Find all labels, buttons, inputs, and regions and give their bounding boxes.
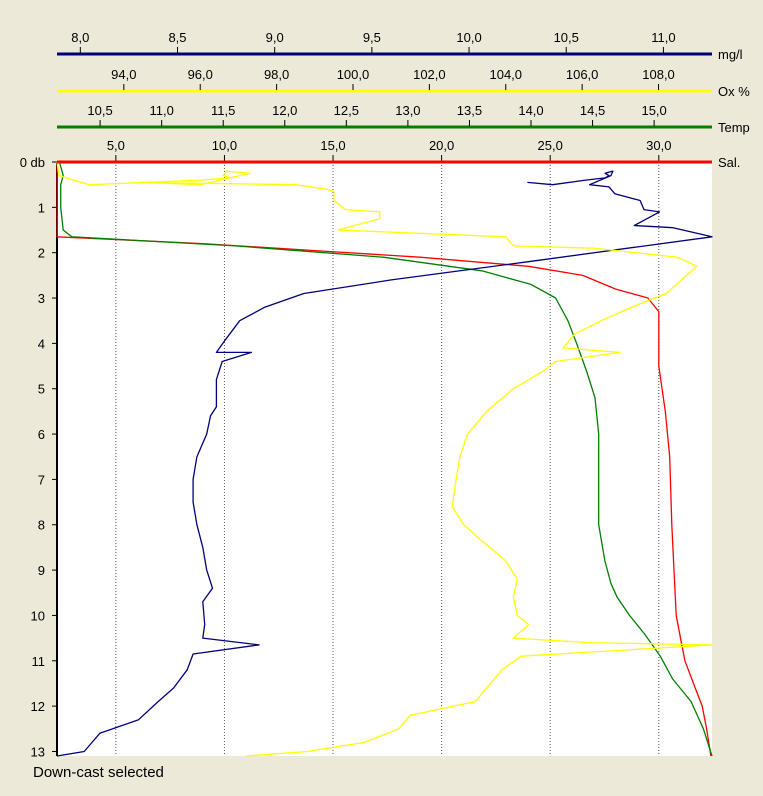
y-tick-label: 1 [38,200,45,215]
x-tick-label-ox: 94,0 [111,67,136,82]
x-tick-label-mgl: 9,0 [266,30,284,45]
x-tick-label-temp: 15,0 [641,103,666,118]
y-tick-label: 12 [31,699,45,714]
x-tick-label-mgl: 8,5 [168,30,186,45]
series-line-temp [58,161,713,757]
x-tick-label-ox: 108,0 [642,67,675,82]
x-tick-label-ox: 104,0 [489,67,522,82]
x-tick-label-mgl: 8,0 [71,30,89,45]
x-tick-label-sal: 5,0 [107,138,125,153]
axis-unit-label-ox: Ox % [718,84,750,99]
status-text: Down-cast selected [33,764,164,781]
y-tick-label: 10 [31,608,45,623]
x-tick-label-ox: 96,0 [188,67,213,82]
x-tick-label-temp: 12,0 [272,103,297,118]
y-tick-label: 11 [32,654,46,669]
x-tick-label-sal: 15,0 [320,138,345,153]
x-tick-label-temp: 13,0 [395,103,420,118]
x-tick-label-temp: 14,0 [518,103,543,118]
x-tick-label-mgl: 11,0 [651,30,675,45]
x-tick-label-temp: 10,5 [87,103,112,118]
x-tick-label-sal: 25,0 [538,138,563,153]
axis-unit-label-sal: Sal. [718,155,740,170]
y-tick-label: 9 [38,563,45,578]
y-tick-label: 3 [38,291,45,306]
x-tick-label-temp: 11,0 [149,103,173,118]
y-tick-label: 6 [38,427,45,442]
chart-svg: 8,0 8,5 9,0 9,5 10,0 10,5 11,0 mg/l 94,0 96,0 98,0… [20,30,751,759]
y-tick-label: 2 [38,246,45,261]
y-tick-label: 0 db [20,155,45,170]
x-tick-label-ox: 98,0 [264,67,289,82]
y-tick-label: 7 [38,472,45,487]
axis-unit-label-mgl: mg/l [718,47,743,62]
series-line-sal [56,162,712,757]
plot-area [57,162,712,756]
axis-unit-label-temp: Temp [718,120,750,135]
x-tick-label-temp: 12,5 [334,103,359,118]
y-tick-label: 13 [31,744,45,759]
x-tick-label-temp: 11,5 [211,103,235,118]
series-line-mgl [56,170,713,757]
series-line-ox [56,161,713,757]
x-tick-label-sal: 20,0 [429,138,454,153]
x-tick-label-sal: 10,0 [212,138,237,153]
x-tick-label-temp: 13,5 [457,103,482,118]
x-tick-label-ox: 106,0 [566,67,599,82]
x-tick-label-ox: 102,0 [413,67,446,82]
x-tick-label-sal: 30,0 [646,138,671,153]
x-tick-label-mgl: 10,0 [456,30,481,45]
y-tick-label: 4 [38,336,45,351]
y-tick-label: 5 [38,382,45,397]
x-tick-label-mgl: 9,5 [363,30,381,45]
x-tick-label-temp: 14,5 [580,103,605,118]
x-tick-label-ox: 100,0 [337,67,370,82]
x-tick-label-mgl: 10,5 [554,30,579,45]
y-tick-label: 8 [38,518,45,533]
